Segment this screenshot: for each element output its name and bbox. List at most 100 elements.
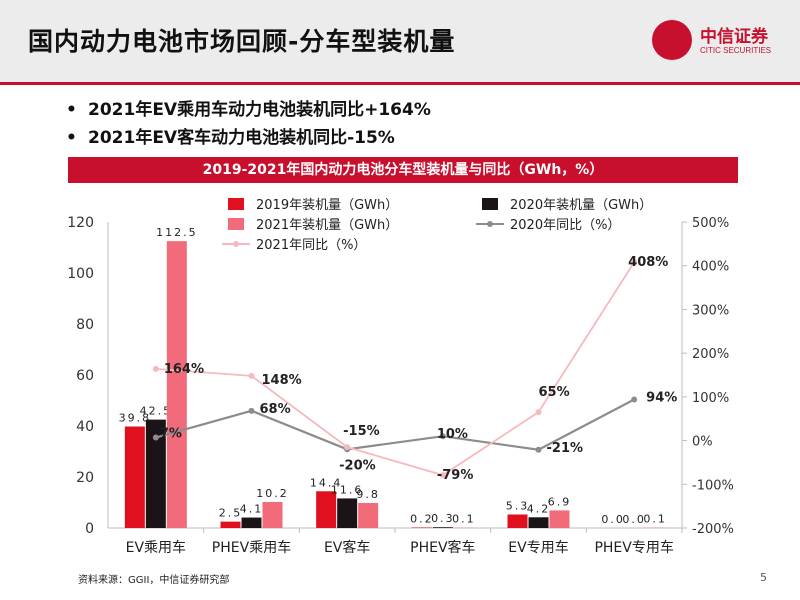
citic-logo: 中信证券 CITIC SECURITIES (652, 20, 792, 64)
line-point (439, 472, 446, 479)
bar-2020 (241, 517, 262, 528)
bar-data-label: 0.2 (410, 512, 434, 525)
line-data-label: -20% (339, 458, 376, 473)
line-data-label: 94% (646, 390, 677, 405)
y-left-tick-label: 100 (67, 266, 94, 282)
line-data-label: 68% (260, 402, 291, 417)
bar-2021 (166, 241, 187, 528)
bar-2020 (145, 419, 166, 528)
x-tick-label: EV乘用车 (126, 539, 186, 556)
y-left-tick-label: 80 (76, 317, 94, 333)
x-tick-label: PHEV客车 (410, 539, 475, 556)
bar-data-label: 4.2 (527, 502, 551, 515)
legend-swatch-marker (233, 241, 239, 247)
line-point (344, 444, 351, 451)
legend-label: 2021年同比（%） (256, 238, 366, 253)
header-divider (0, 82, 800, 85)
line-data-label: -79% (437, 468, 474, 483)
legend-swatch (228, 198, 244, 210)
line-point (248, 407, 255, 414)
y-left-tick-label: 120 (67, 215, 94, 231)
source-note: 资料来源：GGII，中信证券研究部 (78, 575, 230, 586)
y-right-tick-label: -200% (692, 522, 734, 537)
page-title: 国内动力电池市场回顾-分车型装机量 (28, 27, 456, 56)
page-number: 5 (760, 571, 767, 584)
bar-2021 (358, 503, 379, 528)
line-point (535, 409, 542, 416)
bar-data-label: 0.3 (431, 512, 455, 525)
y-right-tick-label: 100% (692, 391, 729, 406)
y-right-tick-label: 0% (692, 435, 713, 450)
logo-name-en: CITIC SECURITIES (700, 46, 772, 55)
bar-data-label: 0.1 (452, 513, 476, 526)
line-point (248, 372, 255, 379)
line-point (535, 446, 542, 453)
line-data-label: 65% (539, 385, 570, 400)
bar-data-label: 2.5 (219, 507, 243, 520)
bar-2019 (507, 514, 528, 528)
y-right-tick-label: -100% (692, 478, 734, 493)
bar-2019 (124, 426, 145, 528)
bar-data-label: 11.6 (331, 483, 364, 496)
bar-data-label: 0.1 (643, 513, 667, 526)
line-yoy-2021 (155, 261, 635, 477)
line-point (152, 434, 159, 441)
legend-swatch (228, 218, 244, 230)
logo-name-cn: 中信证券 (700, 27, 768, 47)
citic-logo-icon (652, 20, 692, 60)
bullet-text: 2021年EV客车动力电池装机同比-15% (88, 128, 395, 148)
bar-2020 (337, 498, 358, 528)
bar-2019 (220, 521, 241, 528)
bar-data-label: 0.0 (601, 513, 625, 526)
bar-2020 (432, 527, 453, 528)
bullet-item: • 2021年EV客车动力电池装机同比-15% (66, 128, 395, 148)
line-point (152, 365, 159, 372)
line-data-label: 164% (164, 362, 204, 377)
line-data-label: 408% (628, 255, 668, 270)
line-data-label: 7% (160, 427, 182, 442)
line-yoy-2020 (155, 398, 635, 451)
legend-label: 2020年同比（%） (510, 218, 620, 233)
y-right-tick-label: 200% (692, 347, 729, 362)
y-left-tick-label: 60 (76, 368, 94, 384)
bar-data-label: 0.0 (622, 513, 646, 526)
bar-2019 (316, 491, 337, 528)
bar-data-label: 5.3 (506, 499, 530, 512)
y-right-tick-label: 400% (692, 260, 729, 275)
bar-data-label: 39.8 (119, 412, 152, 425)
bar-data-label: 42.5 (140, 405, 173, 418)
bar-data-label: 14.4 (310, 476, 343, 489)
y-left-tick-label: 20 (76, 470, 94, 486)
bar-2019 (411, 527, 432, 528)
line-point (631, 259, 638, 266)
legend-label: 2021年装机量（GWh） (256, 218, 398, 233)
x-tick-label: EV专用车 (508, 539, 568, 556)
x-tick-label: PHEV专用车 (594, 539, 673, 556)
legend-swatch-marker (487, 221, 493, 227)
line-point (439, 433, 446, 440)
y-right-tick-label: 300% (692, 303, 729, 318)
bar-2020 (528, 517, 549, 528)
line-data-label: 148% (262, 373, 302, 388)
y-left-tick-label: 40 (76, 419, 94, 435)
header-bar: 国内动力电池市场回顾-分车型装机量 中信证券 CITIC SECURITIES (0, 0, 800, 82)
y-left-tick-label: 0 (85, 521, 94, 537)
bar-data-label: 10.2 (256, 487, 289, 500)
line-data-label: 10% (437, 427, 468, 442)
x-tick-label: EV客车 (324, 539, 370, 556)
line-data-label: -15% (343, 424, 380, 439)
bar-data-label: 112.5 (156, 226, 198, 239)
y-right-tick-label: 500% (692, 216, 729, 231)
bullet-text: 2021年EV乘用车动力电池装机同比+164% (88, 100, 431, 120)
bullet-list: • 2021年EV乘用车动力电池装机同比+164% • 2021年EV客车动力电池装… (66, 96, 431, 152)
legend-label: 2020年装机量（GWh） (510, 198, 652, 213)
x-tick-label: PHEV乘用车 (212, 539, 291, 556)
bar-data-label: 6.9 (548, 495, 572, 508)
bar-data-label: 9.8 (356, 488, 380, 501)
bullet-item: • 2021年EV乘用车动力电池装机同比+164% (66, 100, 431, 120)
legend-label: 2019年装机量（GWh） (256, 198, 398, 213)
line-data-label: -21% (547, 441, 584, 456)
chart-title: 2019-2021年国内动力电池分车型装机量与同比（GWh，%） (68, 157, 738, 183)
bar-2021 (262, 501, 283, 528)
